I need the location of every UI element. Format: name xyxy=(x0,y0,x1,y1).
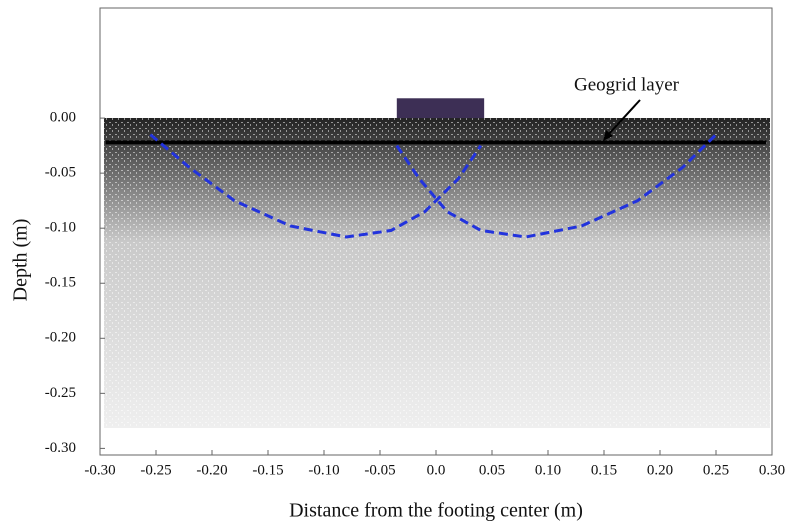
x-tick-label: -0.15 xyxy=(252,462,283,478)
y-tick-label: 0.00 xyxy=(50,110,76,126)
x-tick-label: 0.15 xyxy=(591,462,617,478)
x-tick-label: 0.05 xyxy=(479,462,505,478)
x-tick-label: 0.20 xyxy=(647,462,673,478)
failure-surface xyxy=(149,133,483,239)
x-tick-label: -0.05 xyxy=(364,462,395,478)
x-tick-label: -0.25 xyxy=(140,462,171,478)
y-tick-label: -0.20 xyxy=(45,330,76,346)
x-tick-label: 0.10 xyxy=(535,462,561,478)
y-tick-label: -0.25 xyxy=(45,385,76,401)
failure-surface xyxy=(395,133,718,239)
x-tick-label: -0.10 xyxy=(308,462,339,478)
y-tick-label: -0.10 xyxy=(45,220,76,236)
y-tick-label: -0.30 xyxy=(45,440,76,456)
annotation: Geogrid layer xyxy=(574,74,680,95)
annotation-arrow xyxy=(606,99,641,137)
y-axis-title: Depth (m) xyxy=(10,219,32,302)
x-axis-title: Distance from the footing center (m) xyxy=(289,500,583,522)
soil-texture xyxy=(104,118,770,428)
x-tick-label: 0.0 xyxy=(427,462,446,478)
x-tick-label: -0.30 xyxy=(84,462,115,478)
footing xyxy=(396,98,485,119)
arrow-head xyxy=(603,130,613,141)
y-tick-label: -0.15 xyxy=(45,275,76,291)
x-tick-label: -0.20 xyxy=(196,462,227,478)
x-tick-label: 0.25 xyxy=(703,462,729,478)
x-tick-label: 0.30 xyxy=(759,462,785,478)
y-tick-label: -0.05 xyxy=(45,165,76,181)
